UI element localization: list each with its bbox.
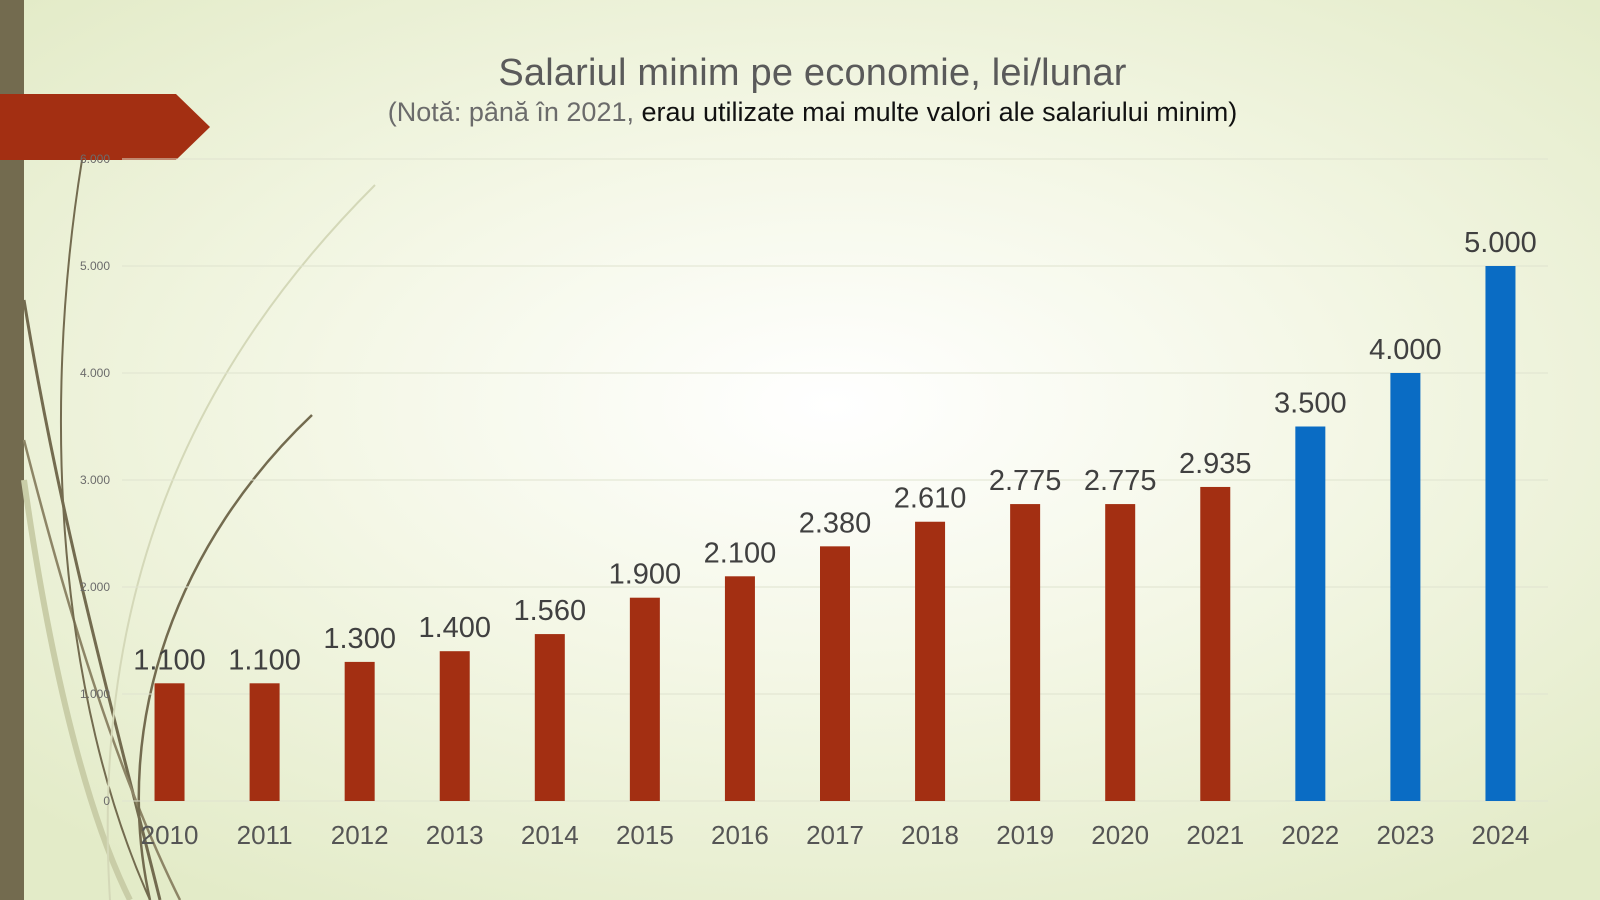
swoosh-curve: [106, 184, 376, 900]
bar-value-label: 3.500: [1274, 388, 1347, 420]
bar: [439, 651, 470, 801]
bar-value-label: 2.380: [799, 507, 872, 539]
bar-value-labels: 1.100 1.100 1.300 1.400 1.560 1.900 2.100 2.380…: [133, 227, 1537, 676]
bar-value-label: 2.610: [894, 483, 967, 515]
bar: [1485, 266, 1516, 801]
bar-value-label: 1.300: [323, 623, 396, 655]
x-tick-label: 2012: [331, 820, 389, 850]
bar: [1010, 504, 1041, 801]
x-tick-label: 2020: [1091, 820, 1149, 850]
bar-value-label: 1.100: [133, 644, 206, 676]
x-tick-label: 2011: [237, 820, 293, 850]
bar: [534, 634, 565, 801]
bar: [154, 683, 185, 801]
bar: [344, 661, 375, 801]
swoosh-curve: [137, 414, 313, 900]
y-tick-label: 6.000: [80, 152, 110, 166]
x-tick-label: 2014: [521, 820, 579, 850]
x-tick-label: 2015: [616, 820, 674, 850]
bar: [629, 597, 660, 801]
y-tick-label: 2.000: [80, 580, 110, 594]
y-tick-label: 0: [103, 794, 110, 808]
title-block: Salariul minim pe economie, lei/lunar (N…: [0, 52, 1600, 128]
bar-value-label: 2.935: [1179, 448, 1252, 480]
x-tick-label: 2024: [1472, 820, 1530, 850]
subtitle-part-dark: erau utilizate mai multe valori ale sala…: [641, 97, 1238, 127]
swoosh-curve: [21, 479, 133, 900]
chart-subtitle: (Notă: până în 2021, erau utilizate mai …: [0, 97, 1600, 128]
decorative-swooshes: [21, 159, 376, 900]
bar-value-label: 1.900: [609, 559, 682, 591]
x-tick-label: 2010: [141, 820, 199, 850]
x-tick-label: 2016: [711, 820, 769, 850]
swoosh-curve: [22, 439, 182, 900]
bar-value-label: 4.000: [1369, 334, 1442, 366]
x-tick-label: 2022: [1281, 820, 1339, 850]
bars: [154, 266, 1516, 801]
y-tick-label: 3.000: [80, 473, 110, 487]
x-tick-label: 2013: [426, 820, 484, 850]
x-tick-label: 2019: [996, 820, 1054, 850]
y-tick-label: 1.000: [80, 687, 110, 701]
bar-value-label: 2.775: [989, 465, 1062, 497]
bar: [820, 546, 850, 801]
x-axis-tick-labels: 2010 2011 2012 2013 2014 2015 2016 2017 2018 2019…: [141, 820, 1530, 850]
bar-value-label: 5.000: [1464, 227, 1537, 259]
swoosh-curve: [59, 159, 151, 900]
bar-value-label: 1.100: [228, 644, 301, 676]
y-tick-label: 5.000: [80, 259, 110, 273]
chart-title: Salariul minim pe economie, lei/lunar: [498, 52, 1127, 94]
bar-value-label: 1.560: [514, 595, 587, 627]
subtitle-part-gray: (Notă: până în 2021,: [387, 97, 642, 127]
bar: [1105, 504, 1136, 801]
y-axis-tick-labels: 0 1.000 2.000 3.000 4.000 5.000 6.000: [80, 152, 110, 808]
x-tick-label: 2021: [1186, 820, 1244, 850]
arrow-tab: [0, 94, 210, 160]
bar: [1200, 486, 1231, 801]
bar: [1295, 426, 1326, 801]
bar: [724, 576, 755, 801]
x-tick-label: 2023: [1376, 820, 1434, 850]
y-tick-label: 4.000: [80, 366, 110, 380]
x-tick-label: 2018: [901, 820, 959, 850]
bar-value-label: 1.400: [418, 612, 491, 644]
bar: [915, 521, 946, 801]
bar-value-label: 2.775: [1084, 465, 1157, 497]
x-tick-label: 2017: [806, 820, 864, 850]
bar-value-label: 2.100: [704, 537, 777, 569]
bar: [1390, 373, 1421, 801]
bar: [249, 683, 280, 801]
